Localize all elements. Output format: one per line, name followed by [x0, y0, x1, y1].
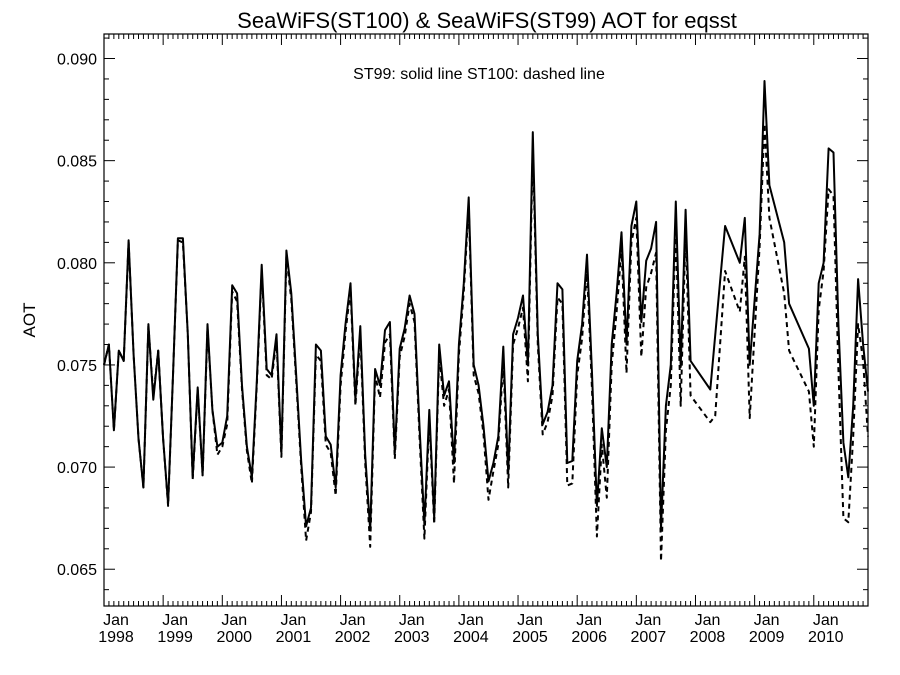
- x-tick-year-label: 2009: [749, 629, 785, 646]
- x-tick-month-label: Jan: [813, 612, 839, 629]
- series-line-st100: [103, 122, 869, 563]
- line-style-note: ST99: solid line ST100: dashed line: [353, 66, 605, 83]
- chart-title: SeaWiFS(ST100) & SeaWiFS(ST99) AOT for e…: [237, 8, 737, 33]
- x-tick-year-label: 2003: [394, 629, 430, 646]
- y-tick-label: 0.070: [57, 460, 97, 477]
- plot-area: 0.0650.0700.0750.0800.0850.090Jan1998Jan…: [57, 33, 869, 646]
- y-tick-label: 0.080: [57, 256, 97, 273]
- x-tick-month-label: Jan: [162, 612, 188, 629]
- y-tick-label: 0.090: [57, 52, 97, 69]
- plot-frame: [103, 33, 869, 607]
- x-tick-month-label: Jan: [695, 612, 721, 629]
- x-tick-month-label: Jan: [340, 612, 366, 629]
- y-tick-label: 0.075: [57, 358, 97, 375]
- x-tick-year-label: 1999: [157, 629, 193, 646]
- x-tick-year-label: 1998: [98, 629, 134, 646]
- x-tick-year-label: 2001: [276, 629, 312, 646]
- y-tick-label: 0.085: [57, 154, 97, 171]
- x-tick-month-label: Jan: [754, 612, 780, 629]
- x-tick-year-label: 2006: [571, 629, 607, 646]
- x-tick-month-label: Jan: [221, 612, 247, 629]
- x-tick-month-label: Jan: [399, 612, 425, 629]
- x-tick-year-label: 2010: [808, 629, 844, 646]
- x-tick-year-label: 2008: [690, 629, 726, 646]
- y-axis-label: AOT: [20, 303, 39, 338]
- y-tick-label: 0.065: [57, 562, 97, 579]
- x-tick-month-label: Jan: [635, 612, 661, 629]
- x-tick-year-label: 2004: [453, 629, 489, 646]
- x-tick-month-label: Jan: [458, 612, 484, 629]
- x-tick-year-label: 2007: [631, 629, 667, 646]
- x-tick-year-label: 2005: [512, 629, 548, 646]
- x-tick-month-label: Jan: [517, 612, 543, 629]
- x-tick-month-label: Jan: [103, 612, 129, 629]
- x-tick-month-label: Jan: [576, 612, 602, 629]
- x-tick-year-label: 2002: [335, 629, 371, 646]
- x-tick-month-label: Jan: [281, 612, 307, 629]
- x-tick-year-label: 2000: [216, 629, 252, 646]
